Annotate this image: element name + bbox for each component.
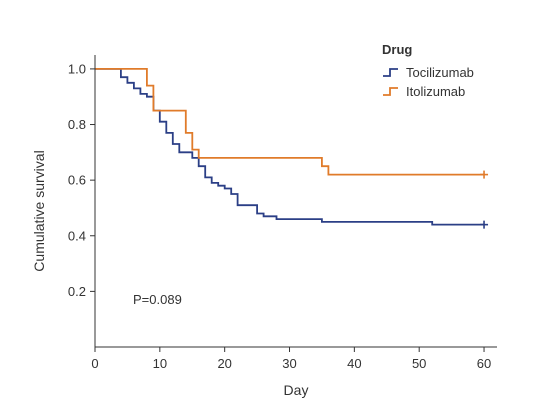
y-tick-label: 1.0 (68, 61, 86, 76)
legend-items: Tocilizumab Itolizumab (383, 65, 474, 99)
x-tick-label: 20 (217, 356, 231, 371)
series-line-tocilizumab (95, 68, 484, 226)
legend-swatch-itolizumab (383, 87, 398, 96)
x-tick-label: 50 (412, 356, 426, 371)
x-axis-title: Day (284, 382, 309, 398)
legend: Drug Tocilizumab Itolizumab (382, 42, 474, 99)
y-tick-label: 0.2 (68, 284, 86, 299)
legend-label-tocilizumab: Tocilizumab (406, 65, 474, 80)
x-tick-label: 10 (153, 356, 167, 371)
x-tick-label: 0 (91, 356, 98, 371)
legend-label-itolizumab: Itolizumab (406, 84, 465, 99)
series-line-itolizumab (95, 68, 484, 176)
x-tick-label: 30 (282, 356, 296, 371)
legend-title: Drug (382, 42, 412, 57)
x-axis-ticks: 0 10 20 30 40 50 60 (91, 347, 491, 371)
axes: 0 10 20 30 40 50 60 0.2 0.4 0.6 0.8 1.0 Day Cumula… (31, 55, 497, 398)
y-tick-label: 0.6 (68, 173, 86, 188)
y-axis-ticks: 0.2 0.4 0.6 0.8 1.0 (68, 61, 95, 299)
legend-swatch-tocilizumab (383, 68, 398, 77)
x-tick-label: 60 (477, 356, 491, 371)
y-tick-label: 0.4 (68, 228, 86, 243)
p-value-annotation: P=0.089 (133, 292, 182, 307)
x-tick-label: 40 (347, 356, 361, 371)
y-tick-label: 0.8 (68, 117, 86, 132)
y-axis-title: Cumulative survival (31, 150, 47, 271)
plot-area (95, 68, 489, 229)
